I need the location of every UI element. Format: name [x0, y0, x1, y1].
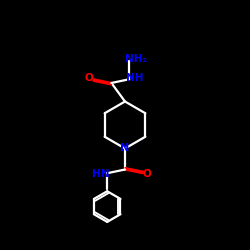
Text: NH₂: NH₂ [125, 54, 147, 64]
Text: HN: HN [92, 170, 110, 179]
Text: NH: NH [126, 73, 144, 83]
Text: O: O [85, 73, 94, 83]
Text: O: O [143, 170, 152, 179]
Text: N: N [120, 144, 130, 154]
